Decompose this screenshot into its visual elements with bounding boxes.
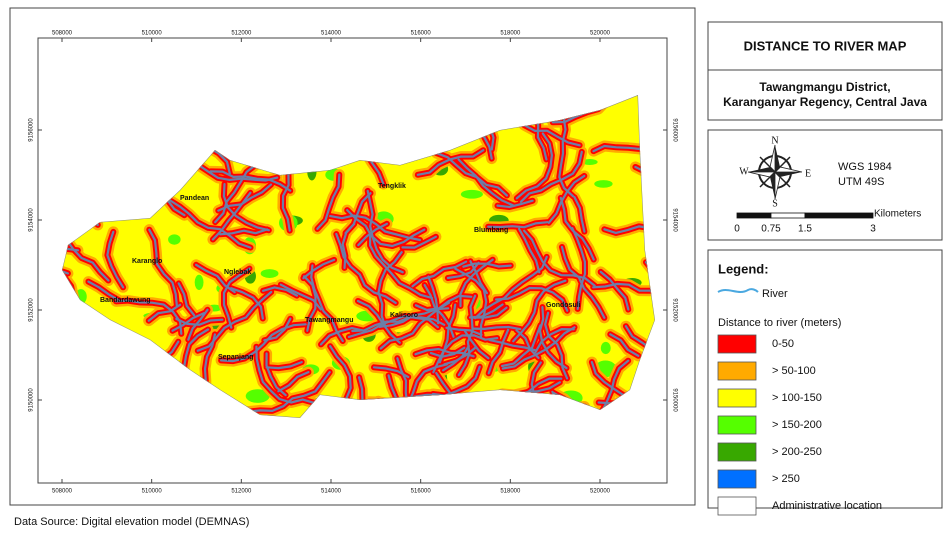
scale-label: 0 [734, 224, 740, 235]
green-zone [594, 180, 612, 188]
place-label: Gondosuli [546, 302, 581, 309]
green-zone [168, 234, 181, 244]
map-subtitle: Karanganyar Regency, Central Java [723, 95, 927, 109]
x-tick-label: 520000 [590, 489, 611, 495]
legend-title: Legend: [718, 261, 769, 276]
place-label: Karanglo [132, 258, 162, 265]
x-tick-label: 512000 [231, 489, 252, 495]
y-tick-label: 9154000 [29, 208, 35, 232]
legend-label: > 250 [772, 473, 800, 485]
legend-label: Administrative location [772, 500, 882, 512]
legend-swatch [718, 497, 756, 515]
legend-label: > 200-250 [772, 446, 822, 458]
orientation-box [708, 130, 942, 240]
green-zone [461, 190, 483, 199]
legend-label: > 50-100 [772, 365, 816, 377]
legend-label: 0-50 [772, 338, 794, 350]
legend-swatch [718, 416, 756, 434]
compass-letter: N [771, 135, 778, 146]
place-label: Nglebak [224, 269, 251, 276]
x-tick-label: 516000 [411, 489, 432, 495]
place-label: Bandardawung [100, 297, 151, 304]
map-subtitle: Tawangmangu District, [759, 80, 890, 94]
y-tick-label: 9152000 [671, 298, 677, 322]
compass-letter: W [739, 166, 749, 177]
legend-subtitle: Distance to river (meters) [718, 317, 841, 329]
scale-segment [737, 213, 771, 218]
scale-segment [771, 213, 805, 218]
legend-swatch [718, 443, 756, 461]
x-tick-label: 518000 [500, 489, 521, 495]
y-tick-label: 9156000 [671, 118, 677, 142]
x-tick-label: 518000 [500, 31, 521, 37]
place-label: Kalisoro [390, 312, 418, 319]
scale-label: 0.75 [761, 224, 781, 235]
legend-swatch [718, 335, 756, 353]
x-tick-label: 514000 [321, 31, 342, 37]
legend-label: > 100-150 [772, 392, 822, 404]
legend-label: River [762, 288, 788, 300]
projection-label: UTM 49S [838, 176, 884, 188]
scale-segment [805, 213, 873, 218]
place-label: Pandean [180, 195, 209, 202]
y-tick-label: 9152000 [29, 298, 35, 322]
x-tick-label: 520000 [590, 31, 611, 37]
x-tick-label: 508000 [52, 489, 73, 495]
x-tick-label: 516000 [411, 31, 432, 37]
y-tick-label: 9154000 [671, 208, 677, 232]
y-tick-label: 9150000 [29, 388, 35, 412]
y-tick-label: 9156000 [29, 118, 35, 142]
data-source: Data Source: Digital elevation model (DE… [14, 516, 249, 528]
x-tick-label: 510000 [142, 489, 163, 495]
green-zone [195, 275, 204, 290]
legend-label: > 150-200 [772, 419, 822, 431]
green-zone [261, 269, 279, 278]
legend-swatch [718, 362, 756, 380]
x-tick-label: 508000 [52, 31, 73, 37]
place-label: Tengklik [378, 183, 406, 190]
legend-swatch [718, 470, 756, 488]
x-tick-label: 510000 [142, 31, 163, 37]
scale-label: 1.5 [798, 224, 812, 235]
place-label: Blumbang [474, 227, 508, 234]
compass-letter: E [805, 168, 811, 179]
projection-label: WGS 1984 [838, 161, 892, 173]
x-tick-label: 514000 [321, 489, 342, 495]
page: Pandean Tengklik Blumbang Karanglo Ngleb… [0, 0, 950, 536]
legend-swatch [718, 389, 756, 407]
x-tick-label: 512000 [231, 31, 252, 37]
place-label: Sepanjang [218, 354, 253, 361]
y-tick-label: 9150000 [671, 388, 677, 412]
place-label: Tawangmangu [305, 317, 353, 324]
green-zone [601, 342, 611, 354]
scale-unit: Kilometers [874, 209, 921, 220]
compass-letter: S [772, 198, 778, 209]
scale-label: 3 [870, 224, 876, 235]
map-title: DISTANCE TO RIVER MAP [744, 38, 907, 53]
